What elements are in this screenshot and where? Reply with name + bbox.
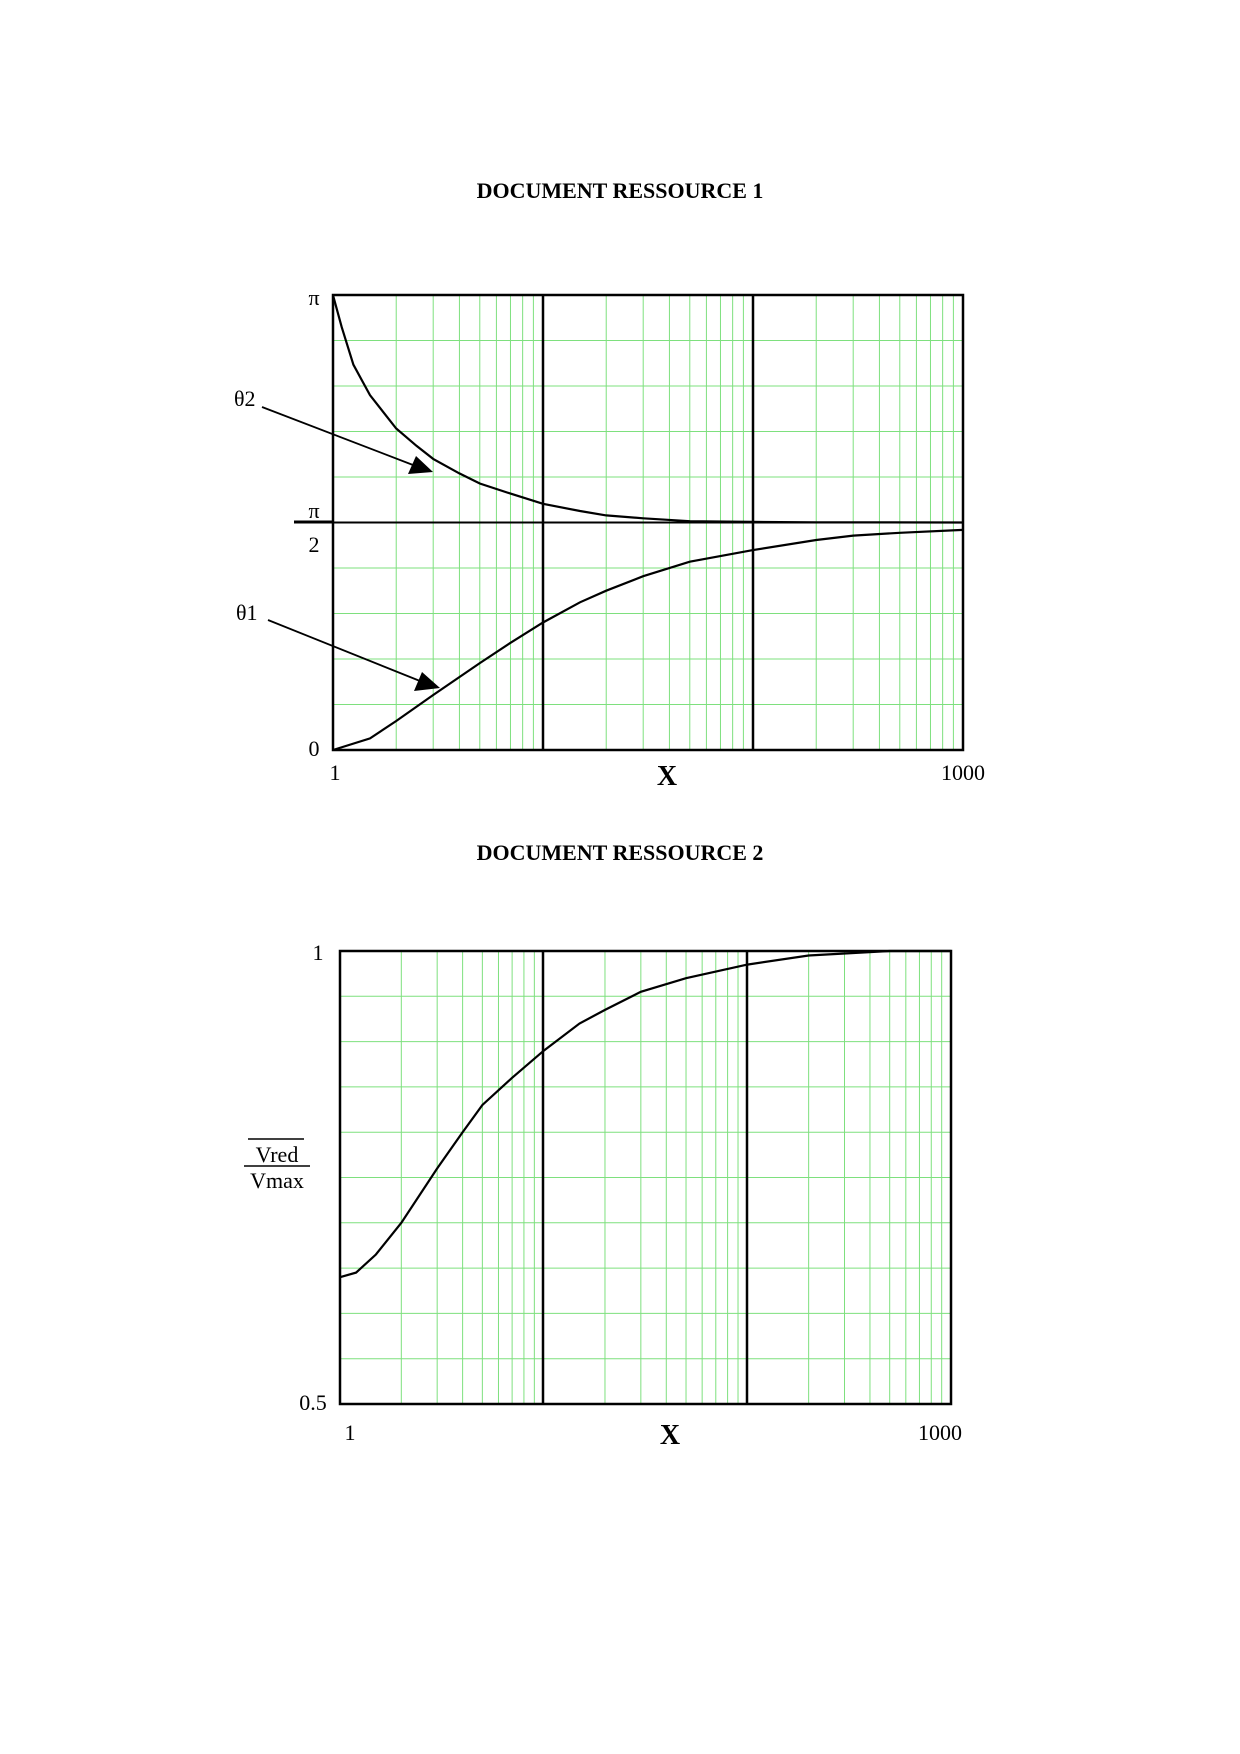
chart2-plot-frame: [338, 949, 953, 1406]
chart1-xtick-1: 1: [330, 760, 341, 785]
chart1-arrow-theta1-head: [414, 672, 440, 691]
chart2-ytick-0.5: 0.5: [299, 1390, 327, 1415]
chart1-series-line-2: [332, 528, 964, 752]
chart1-ytick-pi-half-num: π: [308, 498, 319, 523]
chart2-ytick-1: 1: [313, 940, 324, 965]
chart1-xlabel: X: [657, 761, 677, 792]
chart1-title: DOCUMENT RESSOURCE 1: [477, 178, 764, 203]
chart1-ytick-zero: 0: [309, 736, 320, 761]
chart2-curves: [339, 949, 951, 1279]
chart2-xtick-1: 1: [345, 1420, 356, 1445]
chart1-label-theta1: θ1: [236, 600, 258, 625]
chart2-major-x-lines: [541, 951, 749, 1404]
chart2-ylabel-numerator: Vred: [256, 1142, 299, 1167]
chart2-series-line-1: [339, 949, 951, 1279]
chart1-arrow-theta2-head: [408, 456, 433, 474]
chart2-title: DOCUMENT RESSOURCE 2: [477, 840, 764, 865]
chart1-xtick-1000: 1000: [941, 760, 985, 785]
chart1-label-theta2: θ2: [234, 386, 256, 411]
chart1-series-line-1: [331, 294, 964, 524]
chart2-xlabel: X: [660, 1420, 680, 1451]
chart1-curves: [331, 294, 964, 752]
chart1-arrow-theta1-line: [267, 619, 421, 682]
chart2-ylabel-denominator: Vmax: [250, 1168, 304, 1193]
chart2-xtick-1000: 1000: [918, 1420, 962, 1445]
chart1-arrow-theta2-line: [261, 406, 414, 466]
chart2-grid: [340, 951, 951, 1404]
chart1-ytick-pi: π: [308, 285, 319, 310]
chart1-ytick-pi-half-den: 2: [309, 532, 320, 557]
